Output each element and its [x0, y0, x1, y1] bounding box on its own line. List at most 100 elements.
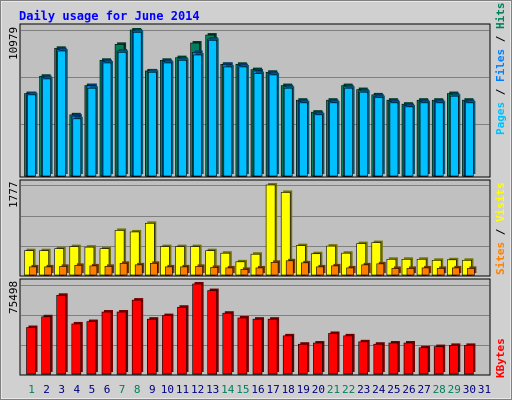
- bar-pages-day-30: [465, 100, 476, 177]
- bar-pages-day-16: [253, 71, 264, 177]
- bar-sites-day-26: [406, 266, 416, 276]
- bar-pages-day-28-face: [434, 102, 444, 177]
- bar-sites-day-30: [467, 266, 477, 276]
- x-tick-label-day-22: 22: [342, 383, 355, 396]
- bar-pages-day-10: [163, 60, 174, 177]
- ymax-label-visits: 1777: [7, 182, 20, 209]
- bar-visits-day-20-face: [311, 253, 321, 276]
- bar-visits-day-19-face: [295, 245, 306, 276]
- bar-kbytes-day-28: [433, 344, 446, 375]
- bar-kbytes-day-29: [448, 343, 461, 375]
- bar-sites-day-11-face: [180, 266, 188, 276]
- x-tick-label-day-10: 10: [161, 383, 174, 396]
- bar-sites-day-1-face: [29, 266, 37, 276]
- x-tick-label-day-18: 18: [282, 383, 295, 396]
- x-tick-label-day-23: 23: [357, 383, 370, 396]
- bar-pages-day-10-face: [163, 62, 172, 177]
- bar-sites-day-28-face: [436, 268, 445, 276]
- bar-visits-day-17: [265, 183, 278, 276]
- bar-sites-day-28: [436, 266, 447, 276]
- bar-kbytes-day-21: [328, 331, 340, 375]
- bar-pages-day-30-face: [465, 102, 474, 177]
- bar-pages-day-7-face: [117, 52, 127, 177]
- x-tick-label-day-28: 28: [433, 383, 446, 396]
- bar-pages-day-18: [283, 86, 295, 177]
- chart-title: Daily usage for June 2014: [19, 9, 200, 23]
- bar-kbytes-day-15-face: [237, 317, 248, 375]
- bar-pages-day-24-face: [374, 97, 384, 177]
- bar-visits-day-21-face: [326, 245, 336, 276]
- bar-kbytes-day-29-face: [448, 345, 459, 375]
- bar-sites-day-25: [391, 266, 401, 276]
- bar-visits-day-10: [160, 244, 172, 276]
- bar-kbytes-day-30: [464, 343, 476, 375]
- bar-kbytes-day-23: [358, 339, 370, 375]
- bar-pages-day-3: [57, 48, 68, 177]
- bar-pages-day-14: [223, 64, 234, 177]
- bar-pages-day-27: [419, 100, 431, 177]
- bar-sites-day-6-face: [104, 266, 113, 276]
- legend-sites: Sites: [494, 242, 507, 275]
- bar-pages-day-7: [117, 50, 129, 177]
- bar-visits-day-4: [69, 244, 81, 276]
- bar-pages-day-22: [344, 86, 355, 177]
- bar-kbytes-day-12: [192, 282, 204, 375]
- bar-kbytes-day-4: [71, 321, 83, 375]
- bar-sites-day-27-face: [421, 267, 430, 276]
- bar-visits-day-23-face: [356, 243, 367, 276]
- bar-sites-day-10-face: [165, 266, 173, 276]
- bar-sites-day-15-face: [240, 269, 249, 276]
- bar-pages-day-11-face: [178, 60, 187, 177]
- bar-kbytes-day-10-face: [162, 315, 172, 375]
- bar-visits-day-2-face: [39, 250, 49, 276]
- bar-kbytes-day-15: [237, 315, 249, 375]
- bar-kbytes-day-21-face: [328, 333, 338, 375]
- bar-sites-day-6: [104, 264, 114, 276]
- bar-kbytes-day-19-face: [297, 343, 308, 375]
- x-tick-label-day-6: 6: [104, 383, 111, 396]
- bar-pages-day-13-face: [208, 40, 217, 177]
- bar-visits-day-20: [311, 251, 323, 276]
- bar-sites-day-29-face: [451, 267, 460, 276]
- legend-visits-sites: Sites / Visits: [494, 182, 507, 275]
- bar-kbytes-day-18-face: [282, 335, 293, 375]
- bar-sites-day-3-face: [59, 266, 68, 276]
- x-tick-label-day-17: 17: [266, 383, 279, 396]
- bar-pages-day-17-face: [268, 74, 278, 177]
- bar-sites-day-16-face: [255, 267, 264, 276]
- bar-pages-day-15-face: [238, 66, 248, 177]
- bar-pages-day-20: [314, 112, 325, 177]
- x-tick-label-day-16: 16: [251, 383, 264, 396]
- bar-pages-day-22-face: [344, 87, 353, 177]
- x-tick-label-day-15: 15: [236, 383, 249, 396]
- bar-visits-day-16: [250, 252, 262, 276]
- bar-sites-day-24: [376, 261, 386, 276]
- bar-kbytes-day-25-face: [388, 342, 399, 375]
- bar-sites-day-12: [195, 264, 205, 276]
- bar-sites-day-7: [119, 261, 130, 276]
- bar-kbytes-day-20-face: [313, 342, 323, 375]
- legend-hits-files-pages: Pages / Files / Hits: [494, 3, 507, 136]
- bar-kbytes-day-8-face: [131, 299, 142, 375]
- bar-kbytes-day-20: [313, 341, 325, 375]
- bar-sites-day-20-face: [316, 266, 324, 276]
- bar-sites-day-26-face: [406, 268, 415, 276]
- bar-sites-day-13-face: [210, 267, 218, 276]
- bar-pages-day-19: [298, 100, 310, 177]
- bar-visits-day-19: [295, 243, 308, 276]
- bar-pages-day-6: [102, 60, 113, 177]
- bar-sites-day-17-face: [270, 262, 279, 276]
- bar-pages-day-12: [193, 52, 204, 177]
- bar-kbytes-day-16-face: [252, 318, 263, 375]
- bar-kbytes-day-26-face: [403, 342, 414, 375]
- bar-sites-day-21-face: [331, 265, 339, 276]
- x-tick-label-day-20: 20: [312, 383, 325, 396]
- bar-pages-day-12-face: [193, 54, 202, 177]
- bar-kbytes-day-6: [101, 310, 113, 375]
- bar-pages-day-13: [208, 38, 219, 177]
- x-tick-label-day-3: 3: [58, 383, 65, 396]
- bar-pages-day-1: [27, 92, 38, 177]
- bar-visits-day-5: [84, 245, 96, 276]
- bar-kbytes-day-23-face: [358, 341, 369, 375]
- bar-sites-day-10: [165, 264, 175, 276]
